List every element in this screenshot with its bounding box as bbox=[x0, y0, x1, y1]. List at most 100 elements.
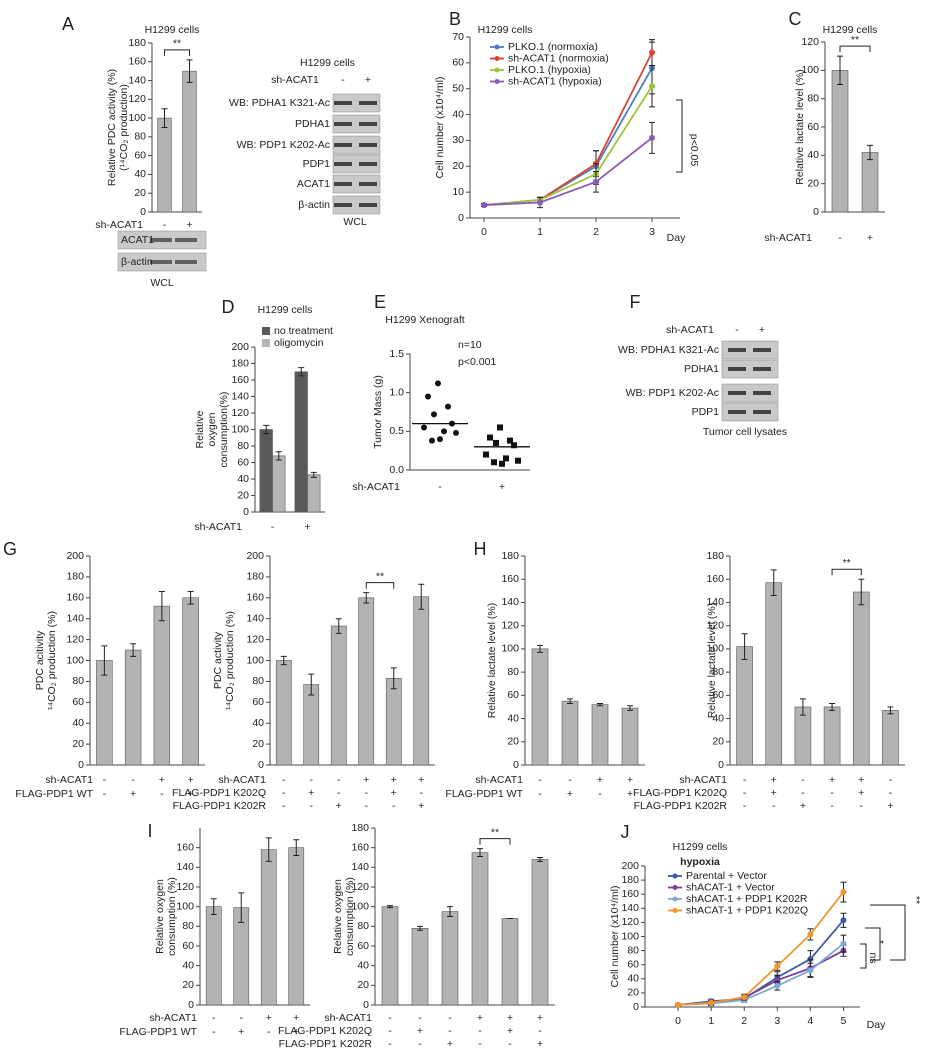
blot-title: H1299 cells bbox=[300, 57, 355, 69]
bar bbox=[157, 117, 172, 213]
y-tick-label: 180 bbox=[706, 550, 724, 562]
row-value: - bbox=[801, 787, 805, 799]
bar bbox=[307, 474, 321, 513]
y-tick-label: 20 bbox=[134, 187, 146, 199]
y-tick-label: 180 bbox=[501, 550, 519, 562]
bar bbox=[736, 646, 753, 766]
data-point bbox=[431, 411, 437, 418]
series-point bbox=[840, 889, 847, 896]
blot-band bbox=[359, 101, 377, 105]
y-axis-label: Relative PDC activity (%) bbox=[106, 69, 118, 186]
chart-title: H1299 cells bbox=[673, 841, 728, 853]
y-tick-label: 0 bbox=[188, 999, 194, 1011]
y-tick-label: 80 bbox=[237, 440, 249, 452]
error-bar bbox=[280, 655, 287, 666]
blot-band bbox=[728, 410, 746, 414]
bar bbox=[124, 649, 142, 766]
blot-band bbox=[728, 348, 746, 352]
y-axis-label: Relative oxygen bbox=[154, 879, 166, 954]
y-tick-label: 50 bbox=[452, 82, 464, 94]
blot-strip bbox=[332, 135, 381, 155]
data-point bbox=[435, 380, 441, 387]
blot-strip bbox=[332, 154, 381, 174]
row-value: - bbox=[271, 521, 275, 533]
x-tick-label: 3 bbox=[774, 1015, 780, 1027]
row-value: + bbox=[829, 774, 835, 786]
panel-letter: G bbox=[3, 539, 17, 559]
data-point bbox=[511, 442, 517, 449]
x-tick-label: 3 bbox=[649, 226, 655, 238]
x-tick-label: 2 bbox=[593, 226, 599, 238]
bar bbox=[330, 625, 347, 766]
panel-letter: D bbox=[222, 297, 235, 317]
y-tick-label: 140 bbox=[176, 861, 194, 873]
row-value: - bbox=[889, 787, 893, 799]
y-tick-label: 100 bbox=[176, 900, 194, 912]
significance-bracket bbox=[839, 45, 871, 53]
y-tick-label: 40 bbox=[507, 712, 519, 724]
legend-marker bbox=[494, 67, 500, 73]
blot-strip bbox=[721, 340, 779, 360]
significance-bracket bbox=[365, 582, 395, 589]
lane-label: - bbox=[341, 74, 345, 86]
data-point bbox=[437, 436, 443, 443]
blot-band bbox=[150, 238, 172, 242]
panel-letter: I bbox=[147, 821, 152, 841]
bar bbox=[275, 660, 292, 766]
error-bar bbox=[263, 424, 270, 435]
y-tick-label: 60 bbox=[712, 689, 724, 701]
annotation-bracket bbox=[860, 904, 906, 969]
y-tick-label: 60 bbox=[807, 121, 819, 133]
data-point bbox=[493, 439, 499, 446]
row-label: FLAG-PDP1 K202Q bbox=[278, 1025, 372, 1037]
row-value: - bbox=[282, 800, 286, 812]
legend-label: PLKO.1 (normoxia) bbox=[508, 41, 598, 53]
row-value: - bbox=[240, 1012, 244, 1024]
row-value: - bbox=[889, 774, 893, 786]
series-point bbox=[807, 931, 814, 938]
bar bbox=[831, 70, 849, 213]
x-tick-label: 1 bbox=[708, 1015, 714, 1027]
row-value: + bbox=[188, 774, 194, 786]
chart-title: H1299 cells bbox=[258, 304, 313, 316]
legend-swatch bbox=[262, 339, 270, 347]
row-value: - bbox=[103, 788, 107, 800]
blot-row-label: WB: PDP1 K202-Ac bbox=[626, 387, 719, 399]
bar bbox=[441, 911, 459, 1006]
row-value: - bbox=[418, 1012, 422, 1024]
y-tick-label: 160 bbox=[128, 56, 146, 68]
y-axis-label: Relative lactate level (%) bbox=[706, 603, 718, 719]
row-label: sh-ACAT1 bbox=[194, 521, 242, 533]
bar bbox=[303, 684, 320, 766]
row-value: + bbox=[336, 800, 342, 812]
row-value: + bbox=[293, 1012, 299, 1024]
series-point bbox=[840, 917, 847, 924]
y-tick-label: 40 bbox=[72, 717, 84, 729]
y-tick-label: 160 bbox=[621, 888, 639, 900]
series-point bbox=[675, 1001, 682, 1008]
row-value: - bbox=[212, 1026, 216, 1038]
row-value: + bbox=[800, 800, 806, 812]
y-tick-label: 80 bbox=[357, 920, 369, 932]
y-axis-label: PDC activity bbox=[212, 631, 224, 689]
bar bbox=[591, 704, 609, 766]
error-bar bbox=[537, 857, 543, 862]
data-point bbox=[515, 457, 521, 464]
y-tick-label: 20 bbox=[357, 979, 369, 991]
blot-band bbox=[150, 260, 172, 264]
row-value: + bbox=[188, 788, 194, 800]
y-tick-label: 200 bbox=[621, 860, 639, 872]
panel-letter: J bbox=[621, 822, 630, 842]
significance-label: ** bbox=[173, 38, 181, 50]
error-bar bbox=[837, 55, 843, 85]
chart-subtitle: hypoxia bbox=[680, 856, 720, 868]
row-value: + bbox=[771, 787, 777, 799]
blot-row-label: ACAT1 bbox=[121, 234, 154, 246]
row-label: sh-ACAT1 bbox=[149, 1012, 197, 1024]
row-value: - bbox=[598, 788, 602, 800]
blot-band bbox=[753, 410, 771, 414]
error-bar bbox=[390, 667, 397, 690]
error-bar bbox=[275, 451, 282, 461]
legend-label: oligomycin bbox=[274, 337, 324, 349]
panel-letter: C bbox=[789, 9, 802, 29]
